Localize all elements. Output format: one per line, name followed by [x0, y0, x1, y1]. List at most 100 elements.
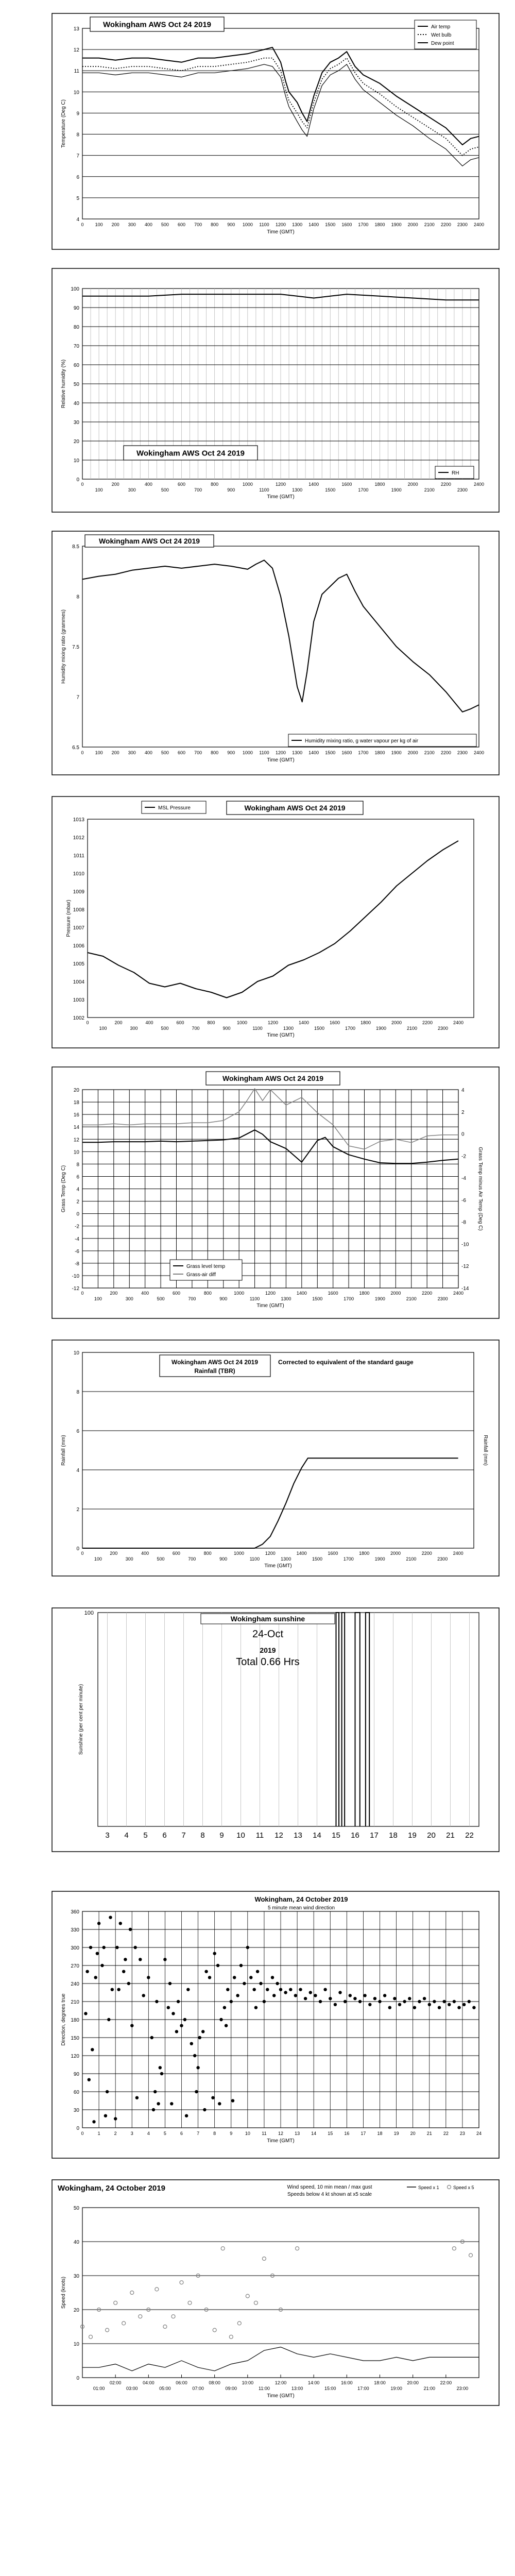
data-point — [92, 2120, 96, 2124]
title-box — [226, 801, 364, 815]
x-tick-label: 900 — [227, 222, 235, 227]
chart-title: Wokingham AWS Oct 24 2019 — [222, 1074, 323, 1082]
panel-border — [52, 1607, 500, 1852]
y-tick-label: 20 — [74, 2308, 80, 2313]
data-point — [96, 2307, 101, 2312]
y-tick-label: 1008 — [73, 907, 85, 913]
x-tick-label: 15 — [332, 1831, 340, 1840]
x-tick-label: 100 — [99, 1026, 107, 1031]
y-right-tick-label: -10 — [461, 1242, 469, 1247]
x-tick-label: 15:00 — [324, 2386, 336, 2391]
x-tick-label: 1200 — [265, 1291, 276, 1296]
x-tick-label: 200 — [110, 1551, 117, 1556]
data-point — [97, 1922, 101, 1925]
x-tick-label: 5 — [164, 2131, 166, 2136]
sunshine-bar — [335, 1612, 340, 1826]
y-tick-label: 1011 — [73, 853, 84, 859]
x-tick-label: 300 — [128, 222, 136, 227]
y-tick-label: 30 — [74, 420, 80, 426]
x-tick-label: 1000 — [234, 1291, 244, 1296]
y-axis-label: Humidity mixing ratio (grammes) — [61, 609, 66, 684]
title-box — [237, 1895, 366, 1904]
x-tick-label: 2000 — [390, 1551, 401, 1556]
total-label: Total 0.66 Hrs — [236, 1656, 299, 1668]
x-tick-label: 1000 — [243, 222, 253, 227]
y-tick-label: 1013 — [73, 817, 85, 823]
y-axis-label: Direction, degrees true — [61, 1993, 66, 2046]
data-point — [109, 1916, 112, 1919]
chart-title: Wokingham, 24 October 2019 — [254, 1895, 348, 1903]
x-tick-label: 24 — [476, 2131, 482, 2136]
x-tick-label: 100 — [95, 222, 103, 227]
data-point — [117, 1988, 121, 1991]
legend-label: Humidity mixing ratio, g water vapour pe… — [305, 738, 419, 744]
y-tick-label: 120 — [71, 2054, 79, 2059]
data-point — [284, 1991, 287, 1994]
x-tick-label: 300 — [128, 750, 136, 755]
data-point — [289, 1988, 293, 1991]
data-point — [383, 1994, 387, 1997]
x-tick-label: 300 — [130, 1026, 138, 1031]
data-point — [114, 2117, 117, 2121]
y-right-tick-label: -8 — [461, 1220, 466, 1226]
data-point — [418, 1999, 421, 2004]
series-line — [82, 2347, 479, 2371]
rainfall-panel: 0 2 4 6 8 10 Rainfall (mm) Rainfall (mm) 0 200 400… — [52, 1340, 500, 1577]
data-point — [433, 1999, 436, 2004]
y-tick-label: 2 — [76, 1507, 79, 1513]
x-tick-label: 1000 — [234, 1551, 244, 1556]
y-tick-label: -2 — [75, 1224, 79, 1230]
data-point — [150, 2036, 153, 2040]
x-tick-label: 1100 — [259, 750, 269, 755]
x-tick-label: 7 — [181, 1831, 185, 1840]
y-axis-label: Rainfall (mm) — [61, 1435, 66, 1465]
y-tick-label: 330 — [71, 1927, 79, 1933]
humidity-chart: 0 10 20 30 40 50 60 70 80 90 100 Relative humidity … — [52, 268, 500, 513]
title-box — [84, 534, 214, 548]
data-point — [462, 2003, 466, 2006]
data-point — [252, 1988, 256, 1991]
x-tick-label: 11 — [262, 2131, 266, 2136]
x-tick-label: 9 — [230, 2131, 232, 2136]
x-tick-label: 900 — [227, 750, 235, 755]
x-tick-label: 800 — [211, 222, 218, 227]
title-box — [200, 1613, 335, 1624]
x-tick-label: 3 — [105, 1831, 109, 1840]
data-point — [262, 1999, 266, 2004]
x-tick-label: 200 — [112, 222, 119, 227]
data-point — [212, 2328, 217, 2332]
y-tick-label: 4 — [76, 217, 79, 223]
y-tick-label: 50 — [74, 382, 80, 387]
data-point — [388, 2006, 391, 2009]
y-tick-label: 5 — [76, 196, 79, 201]
x-tick-label: 500 — [161, 750, 169, 755]
data-point — [255, 1970, 260, 1973]
y-tick-label: 10 — [74, 1350, 80, 1356]
x-tick-label: 03:00 — [126, 2386, 138, 2391]
x-tick-label: 09:00 — [225, 2386, 237, 2391]
y-tick-label: 2 — [76, 1199, 79, 1205]
x-tick-label: 600 — [178, 222, 185, 227]
x-tick-label: 2300 — [457, 222, 468, 227]
x-tick-label: 14 — [311, 2131, 316, 2136]
data-point — [158, 2066, 162, 2070]
x-tick-label: 400 — [145, 1020, 153, 1025]
x-tick-label: 900 — [227, 487, 235, 493]
chart-subtitle: Rainfall (TBR) — [194, 1367, 235, 1375]
x-tick-label: 02:00 — [110, 2380, 122, 2385]
x-tick-label: 2100 — [406, 1556, 416, 1562]
y-tick-label: 80 — [74, 325, 80, 330]
data-point — [245, 2294, 250, 2298]
x-tick-label: 17 — [370, 1831, 379, 1840]
x-tick-label: 18 — [377, 2131, 382, 2136]
x-tick-label: 1400 — [308, 482, 319, 487]
data-point — [138, 2314, 143, 2319]
y-tick-label: 10 — [74, 2342, 80, 2347]
x-tick-label: 19 — [408, 1831, 417, 1840]
data-point — [193, 2054, 197, 2058]
data-point — [128, 1927, 132, 1931]
mixing-ratio-chart: 6.5 7 7.5 8 8.5 Humidity mixing ratio (gramme… — [52, 531, 500, 775]
x-tick-label: 1700 — [358, 487, 368, 493]
wind-direction-chart: 0306090120150180210240270300330360Direct… — [52, 1891, 500, 2159]
data-point — [133, 1945, 137, 1950]
